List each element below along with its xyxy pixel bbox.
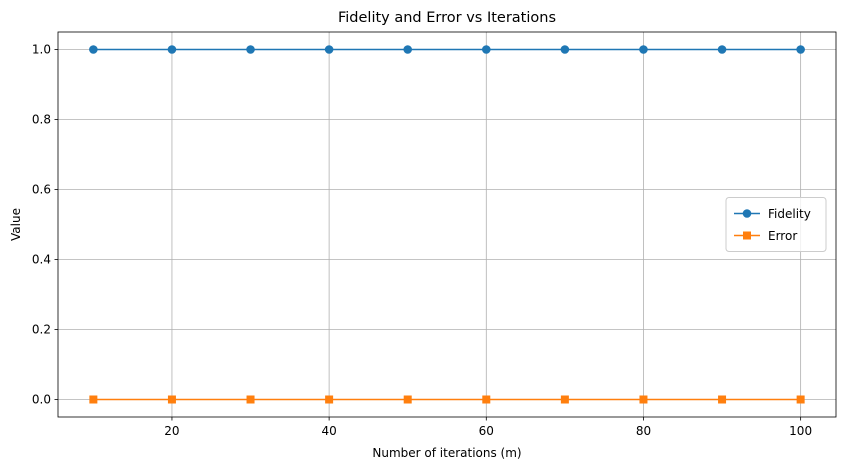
fidelity-data-point	[403, 45, 413, 54]
y-tick-label: 0.6	[32, 183, 51, 197]
y-tick-label: 0.8	[32, 113, 51, 127]
error-data-point	[167, 395, 176, 404]
error-data-point	[560, 395, 569, 404]
y-tick-label: 1.0	[32, 43, 51, 57]
ticks: 20 40 60 80 100 0.0 0.2 0.4 0.6 0.8 1.0	[32, 43, 812, 439]
chart-title: Fidelity and Error vs Iterations	[338, 10, 556, 26]
grid	[58, 32, 836, 417]
error-data-point	[796, 395, 805, 404]
error-data-point	[718, 395, 727, 404]
fidelity-data-point	[796, 45, 805, 54]
legend-error-marker	[743, 231, 751, 240]
x-tick-label: 20	[164, 424, 179, 438]
legend-box	[725, 197, 827, 252]
fidelity-data-point	[560, 45, 570, 54]
x-tick-label: 60	[479, 424, 494, 438]
y-tick-label: 0.0	[32, 393, 51, 407]
fidelity-data-point	[324, 45, 334, 54]
fidelity-data-point	[481, 45, 491, 54]
y-axis-label: Value	[9, 208, 23, 241]
fidelity-data-point	[167, 45, 177, 54]
x-tick-label: 100	[789, 424, 812, 438]
error-data-point	[89, 395, 98, 404]
fidelity-data-point	[717, 45, 727, 54]
y-tick-label: 0.2	[32, 323, 51, 337]
fidelity-data-point	[639, 45, 648, 54]
legend-error-label: Error	[768, 229, 797, 243]
series-layer	[89, 45, 805, 404]
x-tick-label: 80	[636, 424, 651, 438]
fidelity-data-point	[89, 45, 98, 54]
legend-fidelity-marker	[742, 209, 752, 218]
error-data-point	[403, 395, 412, 404]
legend-fidelity-label: Fidelity	[768, 207, 811, 221]
error-data-point	[639, 395, 648, 404]
x-axis-label: Number of iterations (m)	[372, 446, 521, 460]
legend: Fidelity Error	[725, 197, 827, 252]
plot-frame	[57, 31, 837, 418]
fidelity-data-point	[246, 45, 255, 54]
x-tick-label: 40	[321, 424, 336, 438]
error-data-point	[246, 395, 255, 404]
y-tick-label: 0.4	[32, 253, 51, 267]
error-data-point	[482, 395, 491, 404]
error-data-point	[325, 395, 334, 404]
